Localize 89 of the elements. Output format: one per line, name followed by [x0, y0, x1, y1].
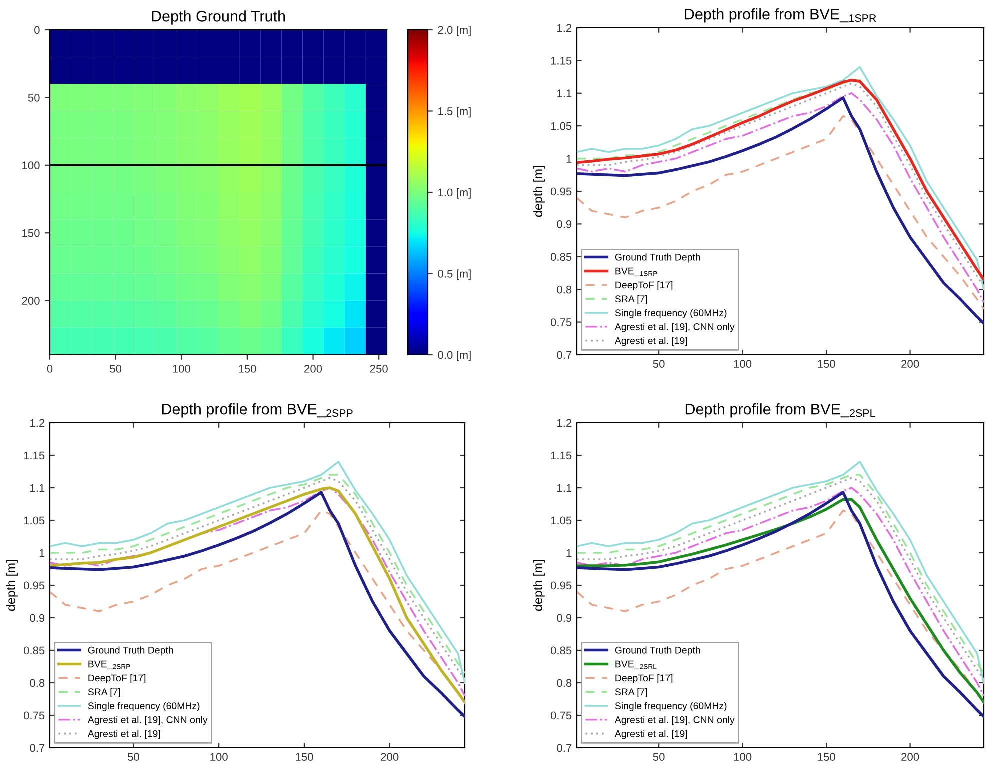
- y-tick-label: 0.7: [557, 351, 572, 360]
- legend-label: Single frequency (60MHz): [615, 702, 727, 712]
- y-tick-label: 1.2: [558, 419, 572, 428]
- legend-label: SRA [7]: [88, 688, 120, 698]
- y-tick-label: 1.1: [558, 90, 572, 98]
- x-tick-label: 50: [128, 753, 140, 762]
- legend-label: SRA [7]: [615, 295, 648, 304]
- y-tick-label: 1.15: [24, 452, 45, 460]
- x-tick-label: 200: [381, 753, 399, 762]
- y-tick-label: 1.05: [551, 122, 572, 130]
- y-tick-label: 0.75: [550, 712, 572, 720]
- y-tick-label: 0.95: [550, 188, 572, 196]
- y-tick-label: 50: [28, 94, 40, 102]
- legend-label: BVE_$_{1SRP}$: [616, 268, 658, 277]
- y-tick-label: 1.15: [551, 452, 572, 460]
- x-tick-label: 50: [653, 753, 665, 762]
- y-tick-label: 1.2: [558, 24, 572, 32]
- chart-title: Depth profile from BVE_$_{2SPP}$: [162, 404, 353, 418]
- chart-title: Depth profile from BVE_$_{1SPR}$: [685, 8, 876, 23]
- y-tick-label: 1.2: [30, 419, 45, 428]
- y-axis-title: depth [m]: [533, 166, 545, 218]
- chart-title: Depth Ground Truth: [152, 10, 286, 25]
- legend-label: BVE_$_{2SRP}$: [88, 660, 130, 670]
- y-tick-label: 150: [22, 229, 40, 238]
- y-tick-label: 0.9: [557, 220, 572, 228]
- legend-label: DeepToF [17]: [616, 674, 673, 684]
- y-tick-label: 1.1: [30, 484, 45, 492]
- legend-label: Agresti et al. [19], CNN only: [88, 716, 208, 726]
- x-tick-label: 200: [902, 360, 920, 368]
- y-tick-label: 1: [40, 549, 45, 558]
- x-tick-label: 200: [304, 365, 322, 373]
- y-tick-label: 1.1: [558, 484, 572, 492]
- x-tick-label: 100: [734, 753, 752, 762]
- y-tick-label: 0.9: [557, 614, 572, 622]
- legend-label: Ground Truth Depth: [615, 254, 700, 263]
- legend-label: Agresti et al. [19]: [88, 730, 160, 740]
- y-tick-label: 200: [22, 297, 40, 305]
- legend-label: Agresti et al. [19], CNN only: [614, 716, 735, 726]
- y-tick-label: 0.85: [550, 253, 572, 262]
- chart-title: Depth profile from BVE_$_{2SPL}$: [686, 404, 876, 418]
- y-tick-label: 0.8: [30, 679, 45, 688]
- y-tick-label: 0: [34, 26, 40, 34]
- x-tick-label: 150: [818, 753, 836, 762]
- y-tick-label: 0.8: [557, 286, 572, 294]
- x-tick-label: 150: [296, 753, 314, 762]
- y-tick-label: 1.05: [24, 516, 45, 525]
- x-tick-label: 50: [110, 365, 122, 373]
- x-tick-label: 0: [47, 365, 53, 373]
- color-bar-label: 1.5 [m]: [438, 107, 471, 118]
- y-tick-label: 0.85: [24, 646, 45, 655]
- y-tick-label: 1: [566, 155, 572, 163]
- x-tick-label: 100: [173, 365, 190, 373]
- y-axis-title: depth [m]: [533, 560, 545, 612]
- y-tick-label: 100: [22, 162, 40, 170]
- color-bar-label: 2.0 [m]: [438, 26, 471, 36]
- y-tick-label: 1.15: [551, 57, 572, 65]
- y-tick-label: 0.8: [557, 679, 572, 688]
- x-tick-label: 100: [734, 360, 752, 368]
- legend-label: Ground Truth Depth: [615, 646, 700, 656]
- legend-label: DeepToF [17]: [88, 674, 146, 684]
- x-tick-label: 150: [239, 365, 256, 373]
- y-tick-label: 0.85: [550, 646, 572, 655]
- legend-label: DeepToF [17]: [616, 281, 673, 291]
- y-tick-label: 0.95: [24, 582, 45, 590]
- legend-label: BVE_$_{2SRL}$: [616, 660, 657, 670]
- legend-label: Agresti et al. [19], CNN only: [614, 323, 735, 332]
- legend-label: Ground Truth Depth: [88, 646, 174, 656]
- x-tick-label: 250: [370, 365, 388, 373]
- y-tick-label: 1.05: [551, 516, 572, 525]
- y-tick-label: 0.7: [30, 744, 45, 752]
- legend-label: Single frequency (60MHz): [88, 702, 200, 712]
- x-tick-label: 150: [818, 360, 836, 368]
- color-bar-label: 0.0 [m]: [438, 350, 471, 362]
- x-tick-label: 200: [902, 753, 920, 762]
- legend-label: SRA [7]: [615, 688, 648, 698]
- legend-label: Agresti et al. [19]: [614, 337, 688, 346]
- color-bar-label: 1.0 [m]: [438, 188, 471, 199]
- legend-label: Agresti et al. [19]: [614, 730, 688, 740]
- x-tick-label: 50: [653, 360, 665, 368]
- y-tick-label: 0.7: [557, 744, 572, 752]
- y-tick-label: 0.9: [30, 614, 45, 622]
- x-tick-label: 100: [210, 753, 228, 762]
- y-tick-label: 0.75: [550, 318, 572, 326]
- color-bar-label: 0.5 [m]: [438, 270, 471, 280]
- y-tick-label: 0.75: [24, 712, 45, 720]
- y-tick-label: 0.95: [550, 582, 572, 590]
- legend-label: Single frequency (60MHz): [615, 309, 727, 318]
- y-axis-title: depth [m]: [6, 560, 18, 612]
- y-tick-label: 1: [566, 549, 572, 558]
